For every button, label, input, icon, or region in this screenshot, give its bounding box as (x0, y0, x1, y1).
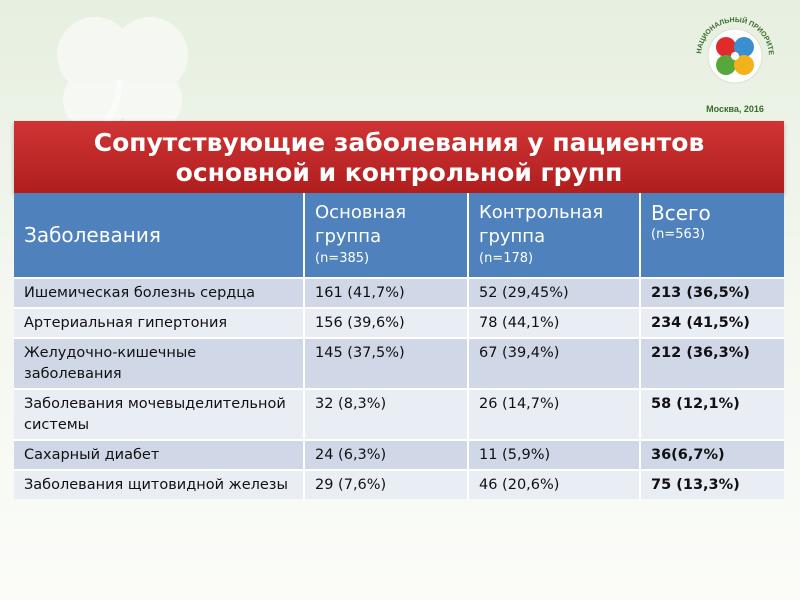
cell-control: 78 (44,1%) (468, 307, 641, 338)
title-line-2: основной и контрольной групп (175, 158, 623, 187)
clover-logo-icon: НАЦИОНАЛЬНЫЙ ПРИОРИТЕТ – ЗДОРОВЬЕ! (687, 9, 774, 84)
cell-control: 11 (5,9%) (468, 439, 641, 470)
cell-control: 52 (29,45%) (468, 277, 641, 308)
header-total: Всего (n=563) (640, 193, 784, 278)
cell-disease: Желудочно-кишечные заболевания (14, 337, 305, 389)
title-line-1: Сопутствующие заболевания у пациентов (93, 128, 705, 157)
table-row: Артериальная гипертония 156 (39,6%) 78 (… (14, 307, 784, 338)
table-row: Заболевания мочевыделительной системы 32… (14, 388, 784, 440)
logo-caption: Москва, 2016 (706, 104, 764, 114)
cell-main: 156 (39,6%) (304, 307, 469, 338)
table-row: Ишемическая болезнь сердца 161 (41,7%) 5… (14, 277, 784, 308)
cell-main: 145 (37,5%) (304, 337, 469, 389)
header-control-group: Контрольная группа (n=178) (468, 193, 641, 278)
national-priority-health-logo: НАЦИОНАЛЬНЫЙ ПРИОРИТЕТ – ЗДОРОВЬЕ! Москв… (687, 9, 780, 114)
cell-disease: Ишемическая болезнь сердца (14, 277, 305, 308)
cell-disease: Заболевания щитовидной железы (14, 469, 305, 499)
background-clover-decoration (57, 17, 188, 130)
cell-main: 24 (6,3%) (304, 439, 469, 470)
cell-total: 58 (12,1%) (640, 388, 784, 440)
cell-control: 67 (39,4%) (468, 337, 641, 389)
cell-disease: Заболевания мочевыделительной системы (14, 388, 305, 440)
cell-main: 161 (41,7%) (304, 277, 469, 308)
cell-total: 212 (36,3%) (640, 337, 784, 389)
cell-total: 213 (36,5%) (640, 277, 784, 308)
header-main-group: Основная группа (n=385) (304, 193, 469, 278)
table-row: Желудочно-кишечные заболевания 145 (37,5… (14, 337, 784, 389)
cell-total: 36(6,7%) (640, 439, 784, 470)
cell-main: 29 (7,6%) (304, 469, 469, 499)
page-title: Сопутствующие заболевания у пациентов ос… (14, 121, 784, 188)
cell-total: 75 (13,3%) (640, 469, 784, 499)
cell-control: 46 (20,6%) (468, 469, 641, 499)
table-row: Сахарный диабет 24 (6,3%) 11 (5,9%) 36(6… (14, 439, 784, 470)
cell-main: 32 (8,3%) (304, 388, 469, 440)
cell-disease: Сахарный диабет (14, 439, 305, 470)
cell-control: 26 (14,7%) (468, 388, 641, 440)
cell-total: 234 (41,5%) (640, 307, 784, 338)
header-diseases: Заболевания (14, 193, 305, 278)
table-header-row: Заболевания Основная группа (n=385) Конт… (14, 193, 784, 278)
comorbidities-table: Заболевания Основная группа (n=385) Конт… (14, 193, 784, 499)
cell-disease: Артериальная гипертония (14, 307, 305, 338)
title-banner: Сопутствующие заболевания у пациентов ос… (14, 121, 784, 193)
table-row: Заболевания щитовидной железы 29 (7,6%) … (14, 469, 784, 499)
